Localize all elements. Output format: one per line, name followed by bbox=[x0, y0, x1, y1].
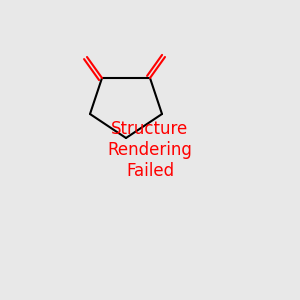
Text: Structure
Rendering
Failed: Structure Rendering Failed bbox=[108, 120, 192, 180]
